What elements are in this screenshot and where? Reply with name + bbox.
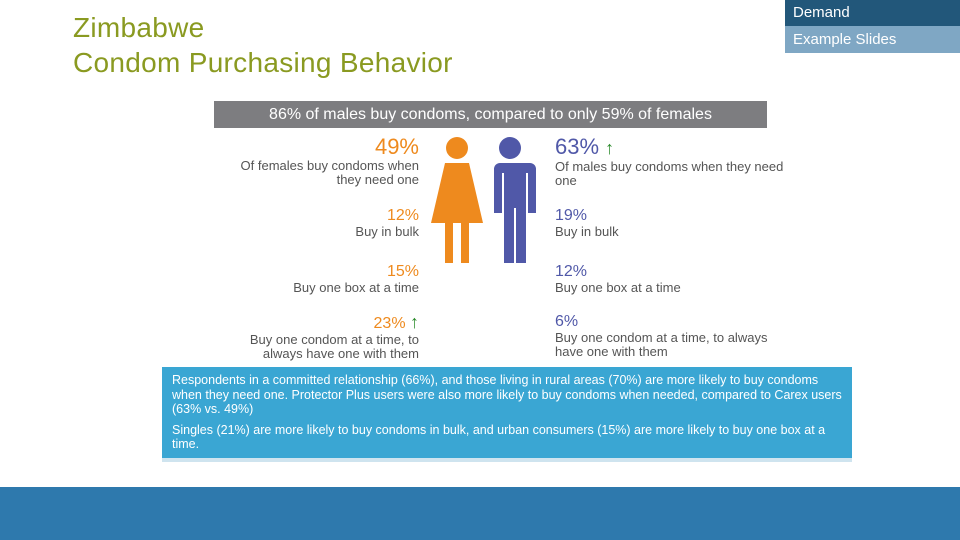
female-box-pct: 15% bbox=[386, 263, 419, 280]
note-1: Respondents in a committed relationship … bbox=[172, 373, 842, 416]
female-single-label: Buy one condom at a time, to always have… bbox=[249, 332, 419, 361]
male-figure-icon bbox=[490, 137, 536, 263]
female-bulk-label: Buy in bulk bbox=[355, 224, 419, 239]
male-stat-single: 6% Buy one condom at a time, to always h… bbox=[555, 313, 770, 359]
note-2: Singles (21%) are more likely to buy con… bbox=[172, 422, 826, 452]
footer-bar bbox=[0, 487, 960, 540]
female-stat-box: 15% Buy one box at a time bbox=[222, 263, 419, 295]
infographic: 86% of males buy condoms, compared to on… bbox=[162, 95, 852, 465]
male-need-pct: 63% ↑ bbox=[555, 134, 615, 159]
male-single-label: Buy one condom at a time, to always have… bbox=[555, 330, 768, 359]
female-bulk-pct: 12% bbox=[386, 207, 419, 224]
female-stat-need: 49% Of females buy condoms when they nee… bbox=[222, 135, 419, 187]
male-need-label: Of males buy condoms when they need one bbox=[555, 159, 784, 188]
female-need-label: Of females buy condoms when they need on… bbox=[240, 158, 419, 187]
up-arrow-icon: ↑ bbox=[605, 138, 615, 158]
female-need-pct: 49% bbox=[374, 134, 419, 159]
male-stat-need: 63% ↑ Of males buy condoms when they nee… bbox=[555, 135, 785, 188]
female-single-pct: 23% ↑ bbox=[373, 312, 419, 332]
male-bulk-label: Buy in bulk bbox=[555, 224, 619, 239]
male-box-pct: 12% bbox=[555, 263, 588, 280]
female-box-label: Buy one box at a time bbox=[293, 280, 419, 295]
male-bulk-pct: 19% bbox=[555, 207, 588, 224]
title-line-1: Zimbabwe bbox=[73, 12, 205, 43]
headline-band: 86% of males buy condoms, compared to on… bbox=[214, 101, 767, 128]
tab-demand[interactable]: Demand bbox=[785, 0, 960, 26]
male-single-pct: 6% bbox=[555, 313, 579, 330]
female-stat-bulk: 12% Buy in bulk bbox=[222, 207, 419, 239]
female-stat-single: 23% ↑ Buy one condom at a time, to alway… bbox=[212, 313, 419, 361]
male-stat-bulk: 19% Buy in bulk bbox=[555, 207, 785, 239]
female-figure-icon bbox=[431, 137, 483, 263]
up-arrow-icon: ↑ bbox=[410, 312, 419, 332]
notes-box: Respondents in a committed relationship … bbox=[162, 367, 852, 462]
slide-title: Zimbabwe Condom Purchasing Behavior bbox=[73, 10, 453, 80]
male-stat-box: 12% Buy one box at a time bbox=[555, 263, 785, 295]
title-line-2: Condom Purchasing Behavior bbox=[73, 47, 453, 78]
male-box-label: Buy one box at a time bbox=[555, 280, 681, 295]
tab-example-slides[interactable]: Example Slides bbox=[785, 26, 960, 53]
